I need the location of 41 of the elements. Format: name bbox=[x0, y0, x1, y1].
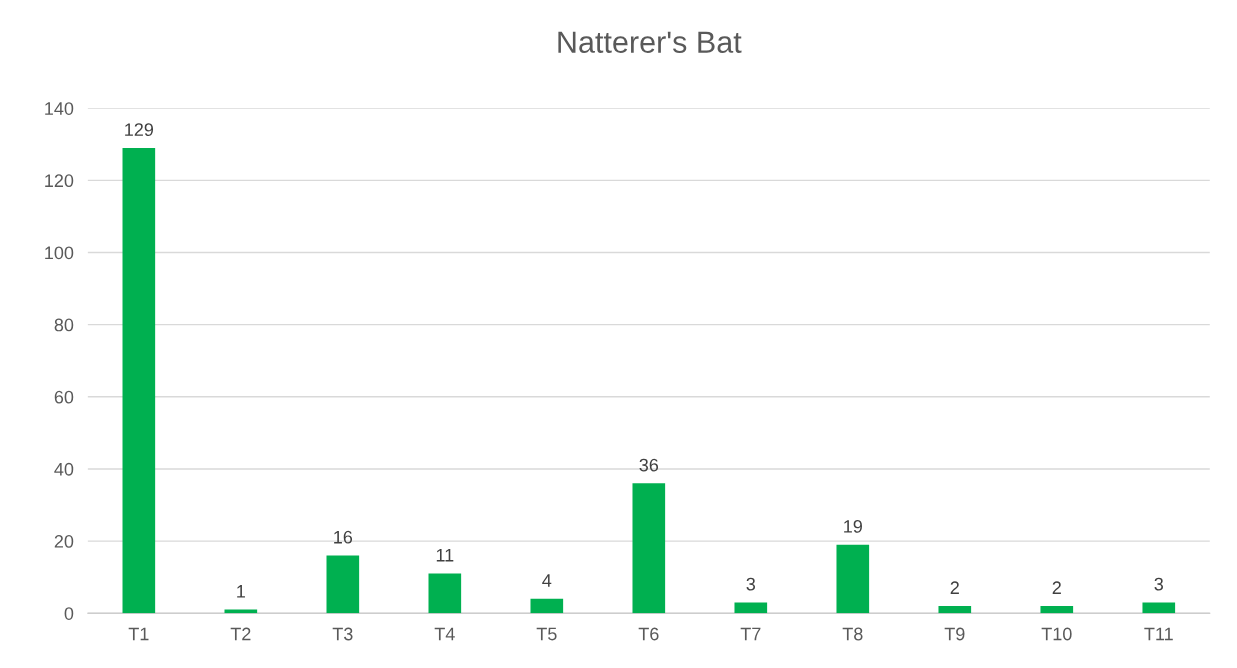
y-tick-label: 40 bbox=[54, 462, 74, 476]
y-tick-label: 20 bbox=[54, 535, 74, 548]
y-tick-label: 100 bbox=[45, 246, 74, 260]
bar bbox=[326, 555, 360, 614]
x-tick-label: T8 bbox=[842, 627, 863, 641]
x-tick-label: T11 bbox=[1144, 627, 1173, 641]
data-label: 19 bbox=[844, 520, 862, 533]
x-tick-label: T1 bbox=[128, 627, 149, 641]
bar bbox=[530, 598, 564, 614]
data-label: 4 bbox=[542, 574, 552, 587]
x-tick-label: T9 bbox=[944, 627, 965, 641]
x-tick-label: T3 bbox=[332, 627, 353, 641]
x-tick-label: T7 bbox=[740, 627, 761, 641]
bar bbox=[1142, 602, 1176, 614]
y-tick-label: 80 bbox=[54, 318, 74, 332]
x-tick-label: T4 bbox=[434, 627, 455, 641]
bar bbox=[632, 483, 666, 614]
bar bbox=[938, 606, 972, 614]
x-tick-label: T5 bbox=[536, 627, 557, 641]
bar bbox=[428, 573, 462, 614]
data-label: 1 bbox=[237, 585, 245, 598]
bar bbox=[1040, 606, 1074, 614]
data-label: 2 bbox=[950, 581, 959, 594]
data-label: 129 bbox=[125, 123, 154, 136]
data-label: 36 bbox=[639, 458, 659, 472]
bar bbox=[734, 602, 768, 614]
data-label: 2 bbox=[1052, 581, 1061, 594]
data-label: 3 bbox=[1154, 577, 1164, 591]
x-tick-label: T10 bbox=[1041, 627, 1072, 641]
x-tick-label: T2 bbox=[230, 627, 251, 641]
data-label: 16 bbox=[334, 530, 353, 544]
x-tick-label: T6 bbox=[638, 627, 659, 641]
y-tick-label: 0 bbox=[64, 607, 74, 620]
data-label: 11 bbox=[436, 549, 454, 562]
data-label: 3 bbox=[746, 577, 756, 591]
y-tick-label: 60 bbox=[54, 390, 74, 404]
bar bbox=[836, 544, 870, 614]
y-tick-label: 140 bbox=[45, 102, 74, 115]
bar bbox=[122, 147, 156, 614]
y-tick-label: 120 bbox=[45, 174, 74, 188]
chart-title: Natterer's Bat bbox=[558, 31, 742, 53]
